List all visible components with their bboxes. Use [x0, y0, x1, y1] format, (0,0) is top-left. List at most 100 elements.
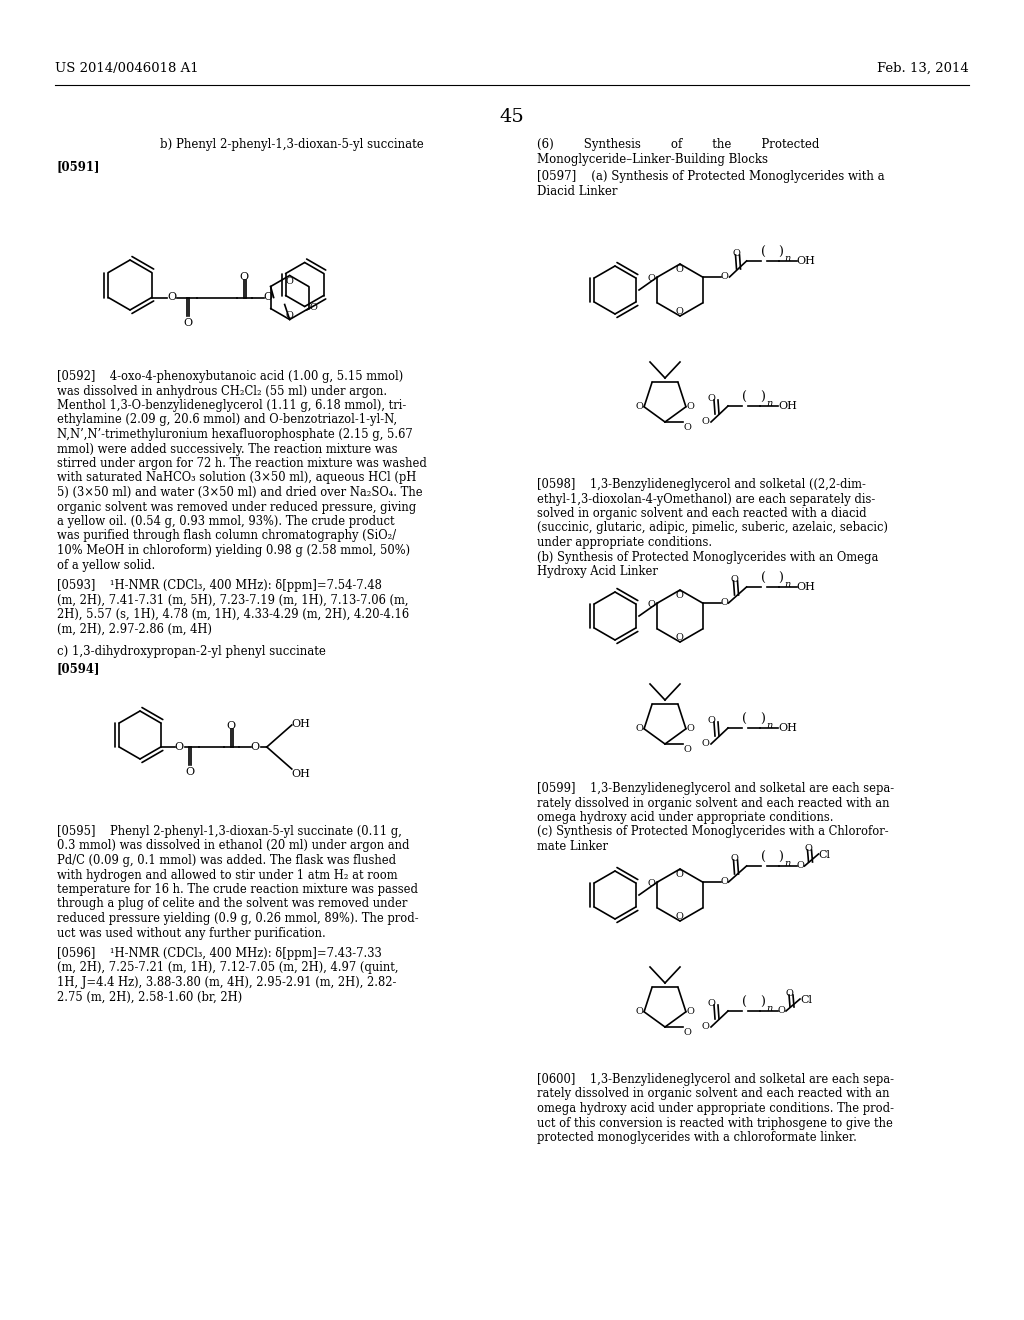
Text: O: O: [708, 715, 716, 725]
Text: stirred under argon for 72 h. The reaction mixture was washed: stirred under argon for 72 h. The reacti…: [57, 457, 427, 470]
Text: ethylamine (2.09 g, 20.6 mmol) and O-benzotriazol-1-yl-N,: ethylamine (2.09 g, 20.6 mmol) and O-ben…: [57, 413, 397, 426]
Text: [0597]    (a) Synthesis of Protected Monoglycerides with a: [0597] (a) Synthesis of Protected Monogl…: [537, 170, 885, 183]
Text: O: O: [647, 275, 655, 282]
Text: of a yellow solid.: of a yellow solid.: [57, 558, 156, 572]
Text: n: n: [766, 1005, 772, 1012]
Text: O: O: [778, 1006, 785, 1015]
Text: O: O: [701, 1022, 709, 1031]
Text: O: O: [647, 879, 655, 888]
Text: mate Linker: mate Linker: [537, 840, 608, 853]
Text: O: O: [676, 265, 684, 275]
Text: O: O: [263, 293, 272, 302]
Text: O: O: [676, 912, 684, 921]
Text: O: O: [175, 742, 184, 752]
Text: O: O: [683, 744, 691, 754]
Text: Cl: Cl: [800, 995, 812, 1005]
Text: (6)        Synthesis        of        the        Protected: (6) Synthesis of the Protected: [537, 139, 819, 150]
Text: [0600]    1,3-Benzylideneglycerol and solketal are each sepa-: [0600] 1,3-Benzylideneglycerol and solke…: [537, 1073, 894, 1086]
Text: O: O: [683, 422, 691, 432]
Text: [0598]    1,3-Benzylideneglycerol and solketal ((2,2-dim-: [0598] 1,3-Benzylideneglycerol and solke…: [537, 478, 866, 491]
Text: (: (: [742, 391, 746, 404]
Text: a yellow oil. (0.54 g, 0.93 mmol, 93%). The crude product: a yellow oil. (0.54 g, 0.93 mmol, 93%). …: [57, 515, 394, 528]
Text: omega hydroxy acid under appropriate conditions.: omega hydroxy acid under appropriate con…: [537, 810, 834, 824]
Text: ): ): [778, 246, 783, 259]
Text: was purified through flash column chromatography (SiO₂/: was purified through flash column chroma…: [57, 529, 396, 543]
Text: with saturated NaHCO₃ solution (3×50 ml), aqueous HCl (pH: with saturated NaHCO₃ solution (3×50 ml)…: [57, 471, 417, 484]
Text: O: O: [732, 249, 740, 257]
Text: O: O: [251, 742, 260, 752]
Text: O: O: [721, 598, 728, 607]
Text: through a plug of celite and the solvent was removed under: through a plug of celite and the solvent…: [57, 898, 408, 911]
Text: ): ): [760, 713, 765, 726]
Text: [0593]    ¹H-NMR (CDCl₃, 400 MHz): δ[ppm]=7.54-7.48: [0593] ¹H-NMR (CDCl₃, 400 MHz): δ[ppm]=7…: [57, 579, 382, 591]
Text: n: n: [784, 253, 791, 263]
Text: Diacid Linker: Diacid Linker: [537, 185, 617, 198]
Text: (c) Synthesis of Protected Monoglycerides with a Chlorofor-: (c) Synthesis of Protected Monoglyceride…: [537, 825, 889, 838]
Text: reduced pressure yielding (0.9 g, 0.26 mmol, 89%). The prod-: reduced pressure yielding (0.9 g, 0.26 m…: [57, 912, 419, 925]
Text: OH: OH: [778, 401, 797, 411]
Text: uct of this conversion is reacted with triphosgene to give the: uct of this conversion is reacted with t…: [537, 1117, 893, 1130]
Text: O: O: [730, 854, 738, 863]
Text: OH: OH: [797, 582, 815, 591]
Text: O: O: [786, 989, 794, 998]
Text: n: n: [766, 399, 772, 408]
Text: rately dissolved in organic solvent and each reacted with an: rately dissolved in organic solvent and …: [537, 796, 890, 809]
Text: (m, 2H), 2.97-2.86 (m, 4H): (m, 2H), 2.97-2.86 (m, 4H): [57, 623, 212, 635]
Text: O: O: [805, 843, 812, 853]
Text: 45: 45: [500, 108, 524, 125]
Text: 0.3 mmol) was dissolved in ethanol (20 ml) under argon and: 0.3 mmol) was dissolved in ethanol (20 m…: [57, 840, 410, 853]
Text: Monoglyceride–Linker-Building Blocks: Monoglyceride–Linker-Building Blocks: [537, 153, 768, 166]
Text: (m, 2H), 7.25-7.21 (m, 1H), 7.12-7.05 (m, 2H), 4.97 (quint,: (m, 2H), 7.25-7.21 (m, 1H), 7.12-7.05 (m…: [57, 961, 398, 974]
Text: O: O: [721, 876, 728, 886]
Text: OH: OH: [778, 723, 797, 733]
Text: O: O: [708, 999, 716, 1008]
Text: O: O: [687, 723, 695, 733]
Text: (: (: [742, 997, 746, 1008]
Text: (m, 2H), 7.41-7.31 (m, 5H), 7.23-7.19 (m, 1H), 7.13-7.06 (m,: (m, 2H), 7.41-7.31 (m, 5H), 7.23-7.19 (m…: [57, 594, 409, 606]
Text: O: O: [708, 393, 716, 403]
Text: US 2014/0046018 A1: US 2014/0046018 A1: [55, 62, 199, 75]
Text: solved in organic solvent and each reacted with a diacid: solved in organic solvent and each react…: [537, 507, 866, 520]
Text: ): ): [760, 391, 765, 404]
Text: O: O: [676, 634, 684, 642]
Text: O: O: [286, 312, 294, 321]
Text: N,N’,N’-trimethyluronium hexafluorophosphate (2.15 g, 5.67: N,N’,N’-trimethyluronium hexafluorophosp…: [57, 428, 413, 441]
Text: [0596]    ¹H-NMR (CDCl₃, 400 MHz): δ[ppm]=7.43-7.33: [0596] ¹H-NMR (CDCl₃, 400 MHz): δ[ppm]=7…: [57, 946, 382, 960]
Text: rately dissolved in organic solvent and each reacted with an: rately dissolved in organic solvent and …: [537, 1088, 890, 1101]
Text: Pd/C (0.09 g, 0.1 mmol) was added. The flask was flushed: Pd/C (0.09 g, 0.1 mmol) was added. The f…: [57, 854, 396, 867]
Text: O: O: [721, 272, 728, 281]
Text: O: O: [635, 1007, 643, 1016]
Text: O: O: [286, 276, 294, 285]
Text: Menthol 1,3-O-benzylideneglycerol (1.11 g, 6.18 mmol), tri-: Menthol 1,3-O-benzylideneglycerol (1.11 …: [57, 399, 407, 412]
Text: O: O: [635, 401, 643, 411]
Text: 10% MeOH in chloroform) yielding 0.98 g (2.58 mmol, 50%): 10% MeOH in chloroform) yielding 0.98 g …: [57, 544, 411, 557]
Text: with hydrogen and allowed to stir under 1 atm H₂ at room: with hydrogen and allowed to stir under …: [57, 869, 397, 882]
Text: [0595]    Phenyl 2-phenyl-1,3-dioxan-5-yl succinate (0.11 g,: [0595] Phenyl 2-phenyl-1,3-dioxan-5-yl s…: [57, 825, 401, 838]
Text: organic solvent was removed under reduced pressure, giving: organic solvent was removed under reduce…: [57, 500, 416, 513]
Text: ): ): [778, 572, 783, 585]
Text: [0591]: [0591]: [57, 160, 100, 173]
Text: O: O: [185, 767, 195, 777]
Text: ): ): [760, 997, 765, 1008]
Text: n: n: [784, 859, 791, 869]
Text: O: O: [676, 870, 684, 879]
Text: O: O: [687, 1007, 695, 1016]
Text: Feb. 13, 2014: Feb. 13, 2014: [878, 62, 969, 75]
Text: O: O: [309, 304, 317, 313]
Text: O: O: [701, 739, 709, 748]
Text: (b) Synthesis of Protected Monoglycerides with an Omega: (b) Synthesis of Protected Monoglyceride…: [537, 550, 879, 564]
Text: OH: OH: [292, 719, 310, 729]
Text: n: n: [766, 721, 772, 730]
Text: 2H), 5.57 (s, 1H), 4.78 (m, 1H), 4.33-4.29 (m, 2H), 4.20-4.16: 2H), 5.57 (s, 1H), 4.78 (m, 1H), 4.33-4.…: [57, 609, 410, 620]
Text: was dissolved in anhydrous CH₂Cl₂ (55 ml) under argon.: was dissolved in anhydrous CH₂Cl₂ (55 ml…: [57, 384, 387, 397]
Text: 2.75 (m, 2H), 2.58-1.60 (br, 2H): 2.75 (m, 2H), 2.58-1.60 (br, 2H): [57, 990, 243, 1003]
Text: (: (: [761, 851, 766, 865]
Text: O: O: [168, 293, 177, 302]
Text: Cl: Cl: [818, 850, 830, 861]
Text: O: O: [730, 576, 738, 583]
Text: under appropriate conditions.: under appropriate conditions.: [537, 536, 712, 549]
Text: [0594]: [0594]: [57, 663, 100, 675]
Text: (succinic, glutaric, adipic, pimelic, suberic, azelaic, sebacic): (succinic, glutaric, adipic, pimelic, su…: [537, 521, 888, 535]
Text: (: (: [761, 572, 766, 585]
Text: O: O: [635, 723, 643, 733]
